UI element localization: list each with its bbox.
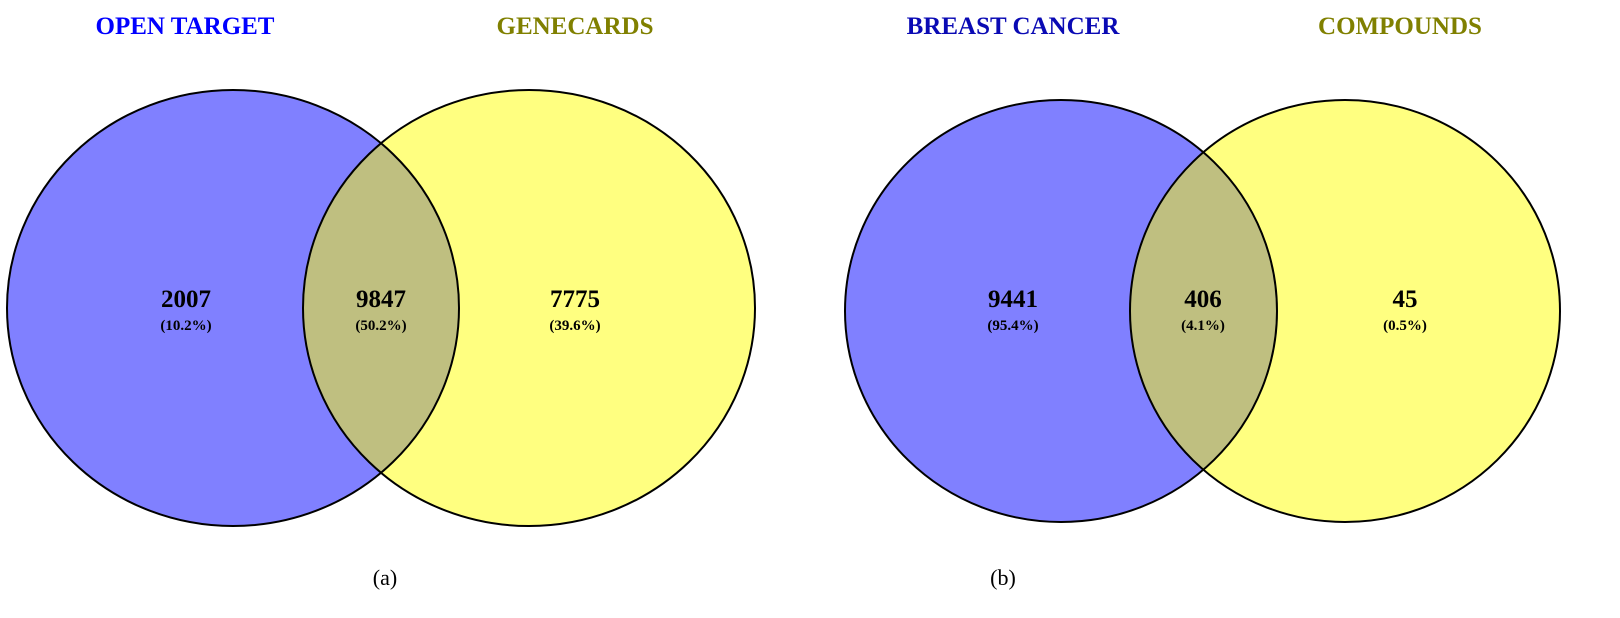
outline-breast-cancer (844, 99, 1278, 523)
pct-overlap-b: (4.1%) (1181, 318, 1225, 334)
overlap-region-a (303, 90, 459, 526)
count-compounds-only: 45 (1393, 286, 1418, 313)
pct-open-target-only: (10.2%) (160, 318, 211, 334)
set-title-compounds: COMPOUNDS (1318, 13, 1482, 40)
venn-panel-b: BREAST CANCER COMPOUNDS 9441 (95.4%) 406… (844, 13, 1561, 590)
outline-open-target (6, 89, 460, 527)
count-open-target-only: 2007 (161, 286, 211, 313)
venn-panel-a: OPEN TARGET GENECARDS 2007 (10.2%) 9847 … (6, 13, 756, 590)
count-overlap-b: 406 (1184, 286, 1222, 313)
set-title-open-target: OPEN TARGET (96, 13, 275, 40)
count-overlap-a: 9847 (356, 286, 406, 313)
pct-breast-cancer-only: (95.4%) (987, 318, 1038, 334)
pct-compounds-only: (0.5%) (1383, 318, 1427, 334)
set-title-genecards: GENECARDS (497, 13, 654, 40)
overlap-region-b (1130, 100, 1277, 522)
outline-genecards (302, 89, 756, 527)
pct-overlap-a: (50.2%) (355, 318, 406, 334)
panel-label-a: (a) (373, 565, 397, 590)
count-genecards-only: 7775 (550, 286, 600, 313)
pct-genecards-only: (39.6%) (549, 318, 600, 334)
panel-label-b: (b) (990, 565, 1016, 590)
set-title-breast-cancer: BREAST CANCER (907, 13, 1121, 40)
count-breast-cancer-only: 9441 (988, 286, 1038, 313)
outline-compounds (1129, 99, 1561, 523)
